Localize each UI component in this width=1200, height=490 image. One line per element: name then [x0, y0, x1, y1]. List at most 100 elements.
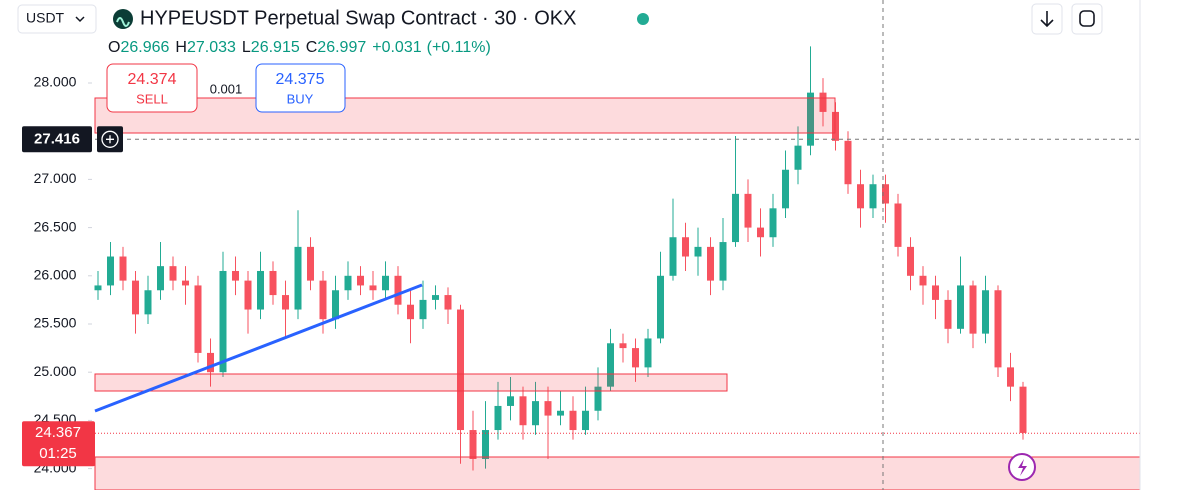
candle-body: [869, 184, 877, 209]
ohlc-item: 26.915: [251, 39, 300, 56]
ohlc-item: L: [242, 39, 251, 56]
candle-body: [982, 290, 989, 334]
countdown: 01:25: [39, 445, 77, 462]
candle-body: [257, 270, 264, 310]
candle-body: [969, 285, 977, 334]
candle-body: [682, 237, 689, 257]
add-icon-ring: [101, 130, 119, 148]
candle-body: [119, 256, 127, 281]
candle-body: [919, 275, 927, 286]
candle-body: [182, 280, 189, 286]
candle-body: [807, 92, 814, 146]
ohlc-item: 26.966: [120, 39, 169, 56]
candle-body: [619, 343, 627, 349]
download-icon: [1040, 11, 1054, 28]
candle-body: [244, 280, 252, 310]
symbol-logo: [113, 9, 133, 29]
candle-body: [107, 256, 114, 286]
candle-body: [644, 338, 652, 368]
y-tick-label: 25.500: [34, 315, 77, 331]
chevron: [75, 16, 85, 23]
overlay: 27.416 24.367 01:25: [22, 126, 1140, 467]
trend-line: [94, 283, 423, 413]
sell-price: 24.374: [128, 71, 177, 88]
candle-body: [157, 266, 164, 291]
candle-body: [632, 348, 639, 368]
candle-body: [494, 405, 502, 431]
candle-body: [732, 193, 739, 243]
ohlc-item: +0.031: [372, 39, 421, 56]
candle-body: [419, 299, 427, 320]
candle-body: [1019, 386, 1027, 433]
candle-body: [232, 270, 239, 281]
add-icon-plus: [106, 135, 114, 144]
zone: [94, 373, 728, 392]
currency-selector[interactable]: [17, 4, 97, 34]
candle-body: [432, 295, 439, 300]
candle-body: [94, 285, 102, 291]
candle-body: [932, 285, 939, 300]
y-tick-label: 28.000: [34, 74, 77, 90]
candle-body: [857, 184, 864, 209]
status-dot: [637, 13, 649, 25]
candle-body: [844, 140, 852, 185]
candle-body: [294, 246, 302, 310]
candle-body: [132, 280, 139, 315]
candle-body: [957, 285, 964, 329]
currency: USDT: [26, 10, 65, 26]
candle-body: [569, 410, 577, 431]
buy-price: 24.375: [276, 71, 325, 88]
y-tick-label: 27.000: [34, 170, 77, 186]
buy-button[interactable]: [255, 63, 346, 113]
y-tick-label: 26.500: [34, 218, 77, 234]
crosshair-price: 27.416: [34, 130, 80, 147]
candle-body: [457, 309, 464, 431]
candle-body: [382, 275, 389, 291]
ohlc-item: 27.033: [187, 39, 236, 56]
buy-label: BUY: [287, 91, 314, 106]
sell-button[interactable]: [106, 63, 198, 113]
candle-body: [169, 266, 177, 281]
candle-body: [519, 396, 527, 426]
plot-area: 24.00024.50025.00025.50026.00026.50027.0…: [34, 46, 1027, 475]
candle-body: [657, 275, 664, 339]
candle-body: [507, 396, 514, 406]
ohlc-legend: O26.966 H27.033 L26.915 C26.997 +0.031 (+0.11…: [108, 39, 491, 56]
candle-body: [532, 401, 539, 426]
candle-body: [269, 270, 277, 296]
ohlc-item: 26.997: [317, 39, 366, 56]
logo-glyph: [116, 17, 130, 27]
candle-body: [307, 246, 314, 281]
candle-body: [744, 193, 752, 228]
candle-body: [894, 203, 902, 247]
candle-body: [669, 237, 677, 276]
candle-body: [707, 246, 714, 281]
candle-body: [319, 280, 327, 320]
candle-body: [994, 290, 1002, 368]
candle-body: [219, 270, 227, 373]
candle-body: [882, 184, 889, 204]
title: HYPEUSDT Perpetual Swap Contract · 30 · …: [140, 7, 576, 29]
sell-label: SELL: [136, 91, 168, 106]
candle-body: [607, 343, 614, 387]
ohlc-item: H: [175, 39, 187, 56]
zone: [94, 97, 836, 134]
candle-body: [394, 275, 402, 305]
candle-body: [757, 227, 764, 238]
y-tick-label: 26.000: [34, 267, 77, 283]
crosshair-price-box: [22, 126, 92, 153]
last-price: 24.367: [35, 424, 81, 441]
alert-icon: [1018, 459, 1027, 476]
candle-body: [544, 401, 552, 416]
candle-body: [332, 290, 339, 320]
candle-body: [344, 275, 352, 291]
candle-body: [357, 275, 364, 286]
candle-body: [207, 352, 214, 373]
candle-body: [794, 145, 802, 170]
candle-body: [469, 430, 477, 459]
candle-body: [594, 386, 602, 411]
fullscreen-icon: [1079, 10, 1095, 27]
fullscreen-button[interactable]: [1071, 3, 1103, 35]
candle-body: [282, 295, 289, 310]
